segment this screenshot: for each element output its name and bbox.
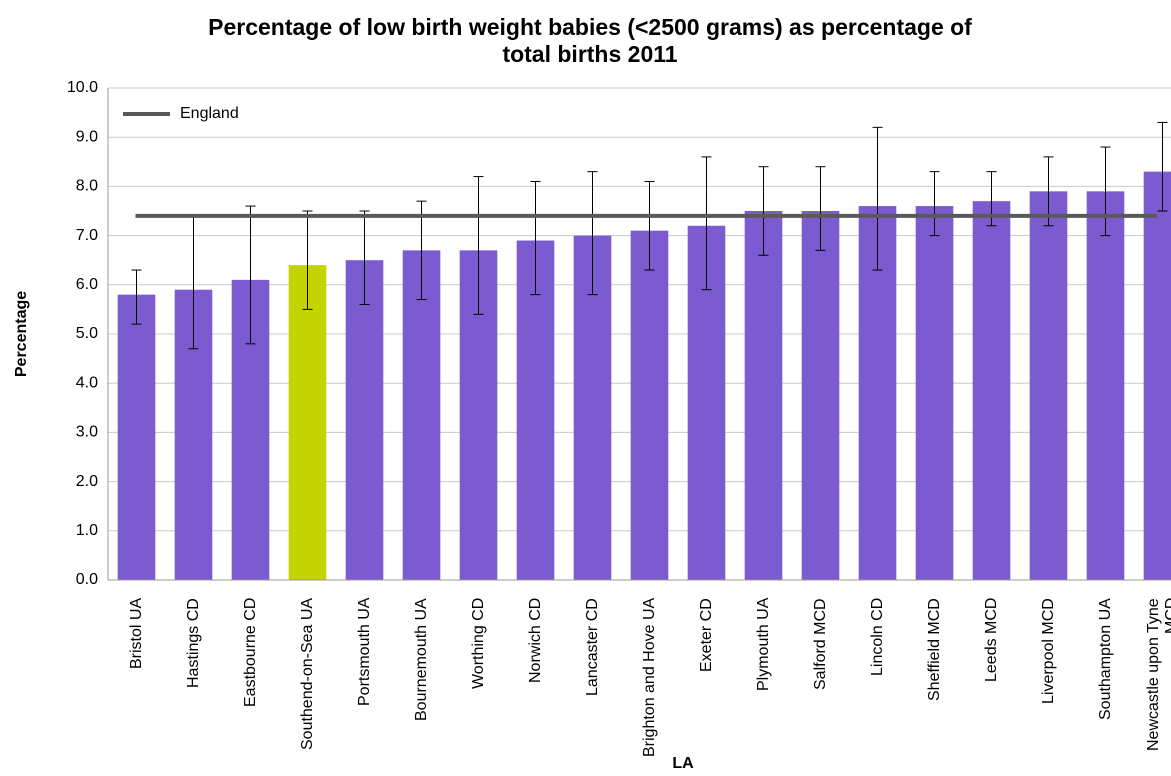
y-tick-label: 1.0 [76, 522, 98, 539]
y-axis-label: Percentage [13, 291, 30, 377]
x-tick-label: Leeds MCD [982, 598, 1000, 683]
bar [744, 211, 783, 580]
x-tick-label: Plymouth UA [754, 598, 772, 692]
bar [1143, 171, 1171, 580]
bar [117, 294, 156, 580]
x-tick-label: Brighton and Hove UA [640, 598, 658, 758]
x-tick-label: Liverpool MCD [1039, 598, 1057, 704]
x-tick-label: Portsmouth UA [355, 598, 373, 707]
x-tick-label: Sheffield MCD [925, 598, 943, 701]
bar [288, 265, 327, 580]
bar [915, 206, 954, 580]
bar [516, 240, 555, 580]
x-tick-label: Salford MCD [811, 598, 829, 690]
chart-title: Percentage of low birth weight babies (<… [208, 14, 972, 67]
x-tick-label: Lancaster CD [583, 598, 601, 696]
y-tick-label: 7.0 [76, 227, 98, 244]
x-tick-label: Eastbourne CD [241, 598, 259, 708]
bar [402, 250, 441, 581]
x-axis-label: LA [672, 755, 694, 772]
y-tick-label: 5.0 [76, 325, 98, 342]
y-tick-label: 4.0 [76, 374, 98, 391]
y-tick-label: 3.0 [76, 424, 98, 441]
bar [1086, 191, 1125, 580]
y-tick-label: 8.0 [76, 178, 98, 195]
bar [972, 201, 1011, 580]
legend-label: England [180, 105, 239, 122]
x-tick-label: Norwich CD [526, 598, 544, 684]
x-tick-label: Lincoln CD [868, 598, 886, 677]
x-tick-label: Bristol UA [127, 598, 145, 670]
bar [1029, 191, 1068, 580]
bar [345, 260, 384, 580]
x-tick-label: Southend-on-Sea UA [298, 598, 316, 751]
x-tick-label: Bournemouth UA [412, 598, 430, 721]
y-tick-label: 0.0 [76, 571, 98, 588]
x-tick-label: Hastings CD [184, 598, 202, 688]
x-tick-label: Exeter CD [697, 598, 715, 672]
bar [630, 230, 669, 580]
x-tick-label: Newcastle upon Tyne MCD [1144, 598, 1171, 751]
y-tick-label: 6.0 [76, 276, 98, 293]
y-tick-label: 10.0 [67, 79, 98, 96]
y-tick-label: 9.0 [76, 128, 98, 145]
bar [801, 211, 840, 580]
x-tick-label: Worthing CD [469, 598, 487, 690]
x-tick-label: Southampton UA [1096, 598, 1114, 720]
y-tick-label: 2.0 [76, 473, 98, 490]
